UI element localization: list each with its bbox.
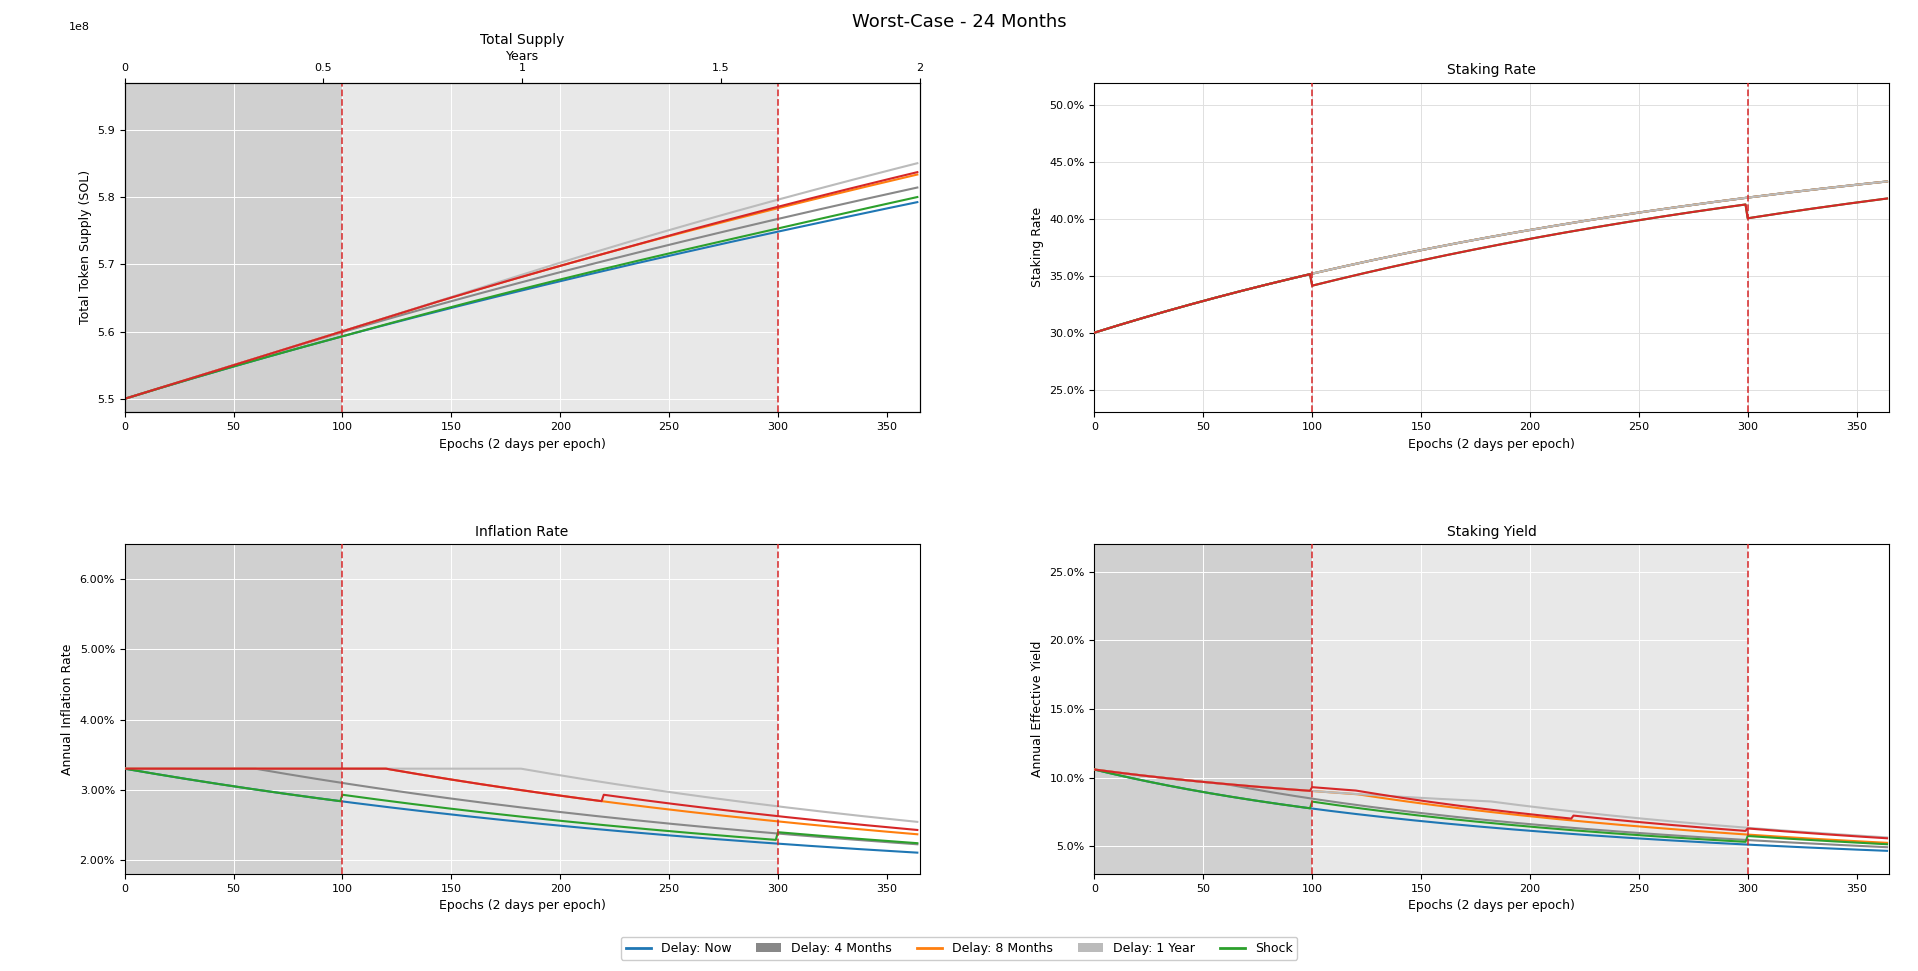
Legend: Delay: Now, Delay: 4 Months, Delay: 8 Months, Delay: 1 Year, Shock: Delay: Now, Delay: 4 Months, Delay: 8 Mo… xyxy=(621,937,1297,960)
Bar xyxy=(1312,544,1747,874)
Text: Worst-Case - 24 Months: Worst-Case - 24 Months xyxy=(852,13,1066,31)
Title: Total Supply: Total Supply xyxy=(480,33,564,47)
Y-axis label: Staking Rate: Staking Rate xyxy=(1030,208,1043,287)
X-axis label: Epochs (2 days per epoch): Epochs (2 days per epoch) xyxy=(1408,438,1575,451)
X-axis label: Epochs (2 days per epoch): Epochs (2 days per epoch) xyxy=(1408,899,1575,912)
Text: 1e8: 1e8 xyxy=(69,21,90,32)
Title: Staking Rate: Staking Rate xyxy=(1448,63,1536,78)
Title: Staking Yield: Staking Yield xyxy=(1446,525,1536,539)
X-axis label: Epochs (2 days per epoch): Epochs (2 days per epoch) xyxy=(439,438,606,451)
Y-axis label: Annual Inflation Rate: Annual Inflation Rate xyxy=(61,644,75,775)
Bar xyxy=(125,544,343,874)
Y-axis label: Total Token Supply (SOL): Total Token Supply (SOL) xyxy=(79,170,92,324)
X-axis label: Epochs (2 days per epoch): Epochs (2 days per epoch) xyxy=(439,899,606,912)
Bar xyxy=(1095,544,1312,874)
Bar xyxy=(343,544,779,874)
Bar xyxy=(125,83,343,413)
X-axis label: Years: Years xyxy=(506,50,539,63)
Title: Inflation Rate: Inflation Rate xyxy=(476,525,570,539)
Y-axis label: Annual Effective Yield: Annual Effective Yield xyxy=(1030,641,1043,777)
Bar xyxy=(343,83,779,413)
